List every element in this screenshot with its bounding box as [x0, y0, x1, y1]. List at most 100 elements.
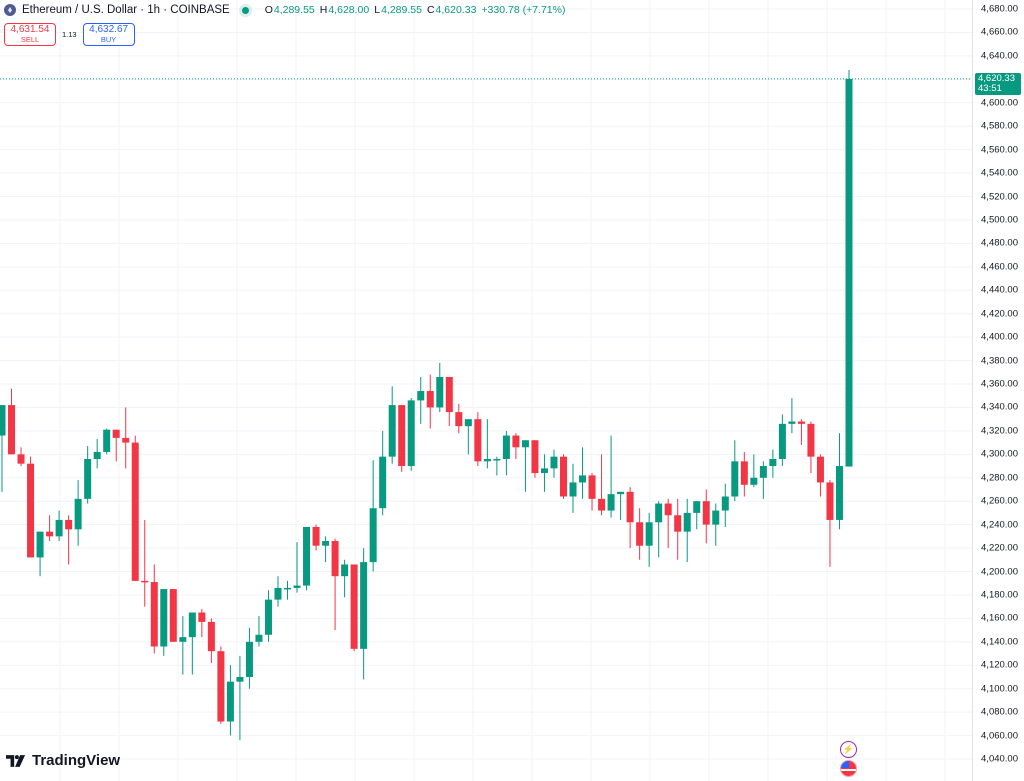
candle[interactable]: [369, 460, 377, 572]
candle[interactable]: [226, 665, 234, 736]
candle[interactable]: [569, 463, 577, 513]
candle[interactable]: [816, 454, 824, 497]
candle[interactable]: [512, 433, 520, 459]
candle[interactable]: [464, 419, 472, 455]
candle[interactable]: [455, 403, 463, 434]
candle[interactable]: [598, 454, 606, 516]
candle[interactable]: [445, 376, 453, 427]
candle[interactable]: [264, 590, 272, 642]
candle[interactable]: [607, 435, 615, 518]
candle[interactable]: [579, 447, 587, 499]
candle[interactable]: [0, 405, 6, 492]
candle[interactable]: [236, 655, 244, 741]
candle[interactable]: [274, 576, 282, 607]
candle[interactable]: [797, 419, 805, 445]
candle[interactable]: [712, 503, 720, 546]
symbol-title[interactable]: Ethereum / U.S. Dollar · 1h · COINBASE: [22, 4, 230, 16]
candle[interactable]: [702, 489, 710, 544]
us-flag-icon[interactable]: [840, 760, 857, 777]
candle[interactable]: [198, 609, 206, 638]
candle[interactable]: [740, 451, 748, 497]
candle[interactable]: [655, 501, 663, 558]
candle[interactable]: [683, 498, 691, 563]
candle[interactable]: [835, 433, 843, 530]
candle[interactable]: [436, 362, 444, 413]
price-axis[interactable]: 4,680.00 4,660.00 4,640.00 4,600.00 4,580.00…: [972, 0, 1024, 781]
candle[interactable]: [103, 428, 111, 455]
candle[interactable]: [131, 435, 139, 581]
candle[interactable]: [217, 646, 225, 724]
candle[interactable]: [483, 419, 491, 469]
candle[interactable]: [245, 627, 253, 689]
candle[interactable]: [322, 536, 330, 563]
buy-button[interactable]: 4,632.67 BUY: [82, 23, 135, 46]
candle[interactable]: [626, 487, 634, 549]
candle[interactable]: [8, 388, 16, 455]
candle[interactable]: [84, 446, 92, 504]
candle[interactable]: [502, 430, 510, 476]
candle[interactable]: [588, 473, 596, 511]
economic-events-icon[interactable]: ⚡: [840, 741, 857, 758]
candle[interactable]: [160, 589, 168, 656]
candle[interactable]: [293, 542, 301, 593]
candle[interactable]: [426, 374, 434, 429]
candle[interactable]: [55, 510, 63, 542]
tradingview-logo[interactable]: TradingView: [6, 752, 120, 769]
candlestick-chart[interactable]: [0, 0, 972, 781]
candle[interactable]: [778, 414, 786, 467]
candle[interactable]: [645, 512, 653, 567]
candle[interactable]: [750, 454, 758, 488]
candle[interactable]: [388, 386, 396, 464]
candle[interactable]: [674, 498, 682, 560]
candle[interactable]: [407, 398, 415, 471]
candle[interactable]: [65, 515, 73, 565]
candle[interactable]: [531, 440, 539, 478]
candle[interactable]: [360, 548, 368, 680]
market-open-status-icon: [241, 6, 249, 14]
candle[interactable]: [759, 461, 767, 499]
candle[interactable]: [150, 564, 158, 654]
price-axis-label: 4,080.00: [981, 706, 1018, 718]
candle[interactable]: [331, 538, 339, 631]
candle[interactable]: [27, 456, 35, 558]
candle[interactable]: [188, 612, 196, 675]
candle[interactable]: [141, 519, 149, 607]
candle[interactable]: [417, 376, 425, 424]
candle[interactable]: [493, 456, 501, 476]
candle[interactable]: [179, 616, 187, 675]
candle[interactable]: [122, 407, 130, 469]
candle[interactable]: [550, 449, 558, 478]
candle[interactable]: [769, 449, 777, 478]
candle[interactable]: [46, 515, 54, 542]
candle[interactable]: [255, 616, 263, 647]
candle[interactable]: [284, 580, 292, 600]
candle[interactable]: [617, 491, 625, 520]
candle[interactable]: [474, 412, 482, 467]
candle[interactable]: [207, 618, 215, 663]
candle[interactable]: [303, 526, 311, 591]
candle[interactable]: [721, 483, 729, 527]
candle[interactable]: [788, 398, 796, 434]
candle[interactable]: [826, 480, 834, 567]
candle[interactable]: [93, 439, 101, 469]
candle[interactable]: [112, 429, 120, 462]
candle[interactable]: [693, 501, 701, 530]
candle[interactable]: [169, 589, 177, 642]
candle[interactable]: [36, 531, 44, 577]
candle[interactable]: [845, 69, 853, 467]
candle[interactable]: [341, 559, 349, 598]
candle[interactable]: [521, 440, 529, 492]
candle[interactable]: [636, 508, 644, 560]
sell-button[interactable]: 4,631.54 SELL: [4, 23, 56, 46]
candle[interactable]: [74, 480, 82, 546]
candle[interactable]: [559, 454, 567, 499]
candle[interactable]: [731, 440, 739, 502]
candle[interactable]: [398, 405, 406, 472]
candle[interactable]: [664, 498, 672, 549]
candle[interactable]: [379, 430, 387, 516]
candle[interactable]: [540, 454, 548, 492]
candle[interactable]: [17, 447, 25, 467]
candle[interactable]: [807, 421, 815, 474]
candle[interactable]: [312, 524, 320, 551]
candle[interactable]: [350, 564, 358, 652]
